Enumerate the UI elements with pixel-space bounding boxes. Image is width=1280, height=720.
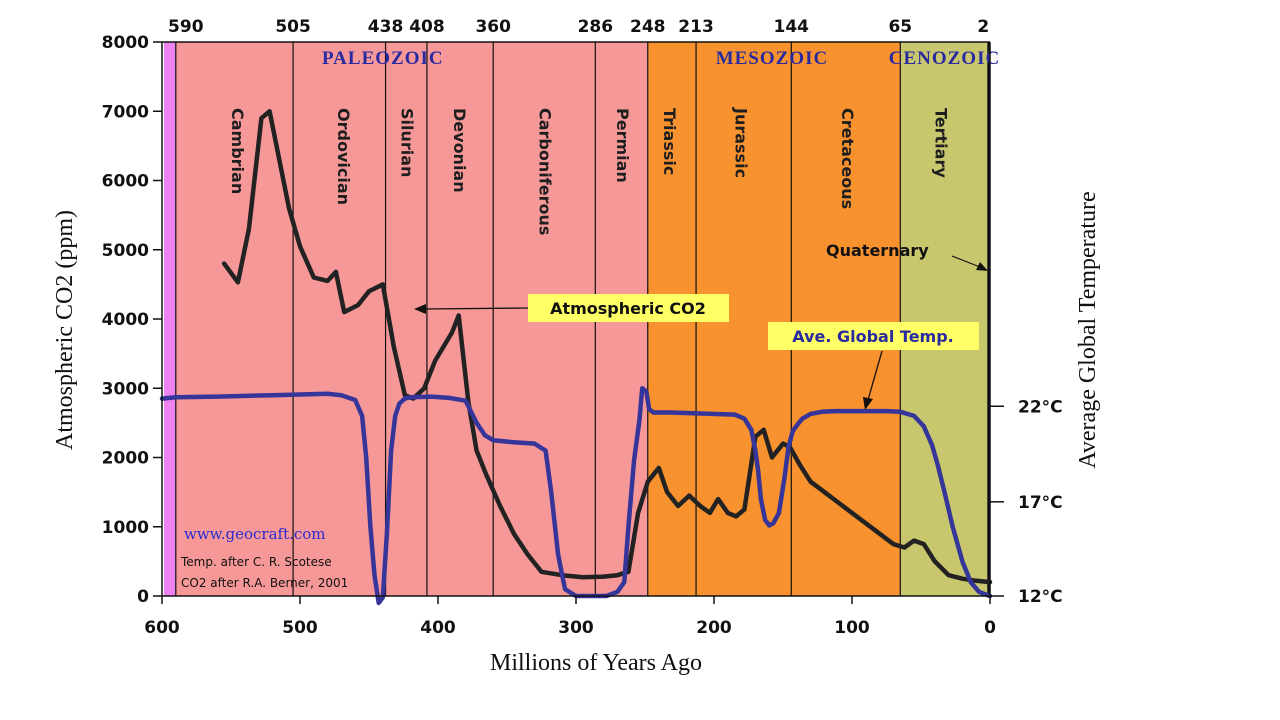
co2-label: Atmospheric CO2 bbox=[550, 299, 706, 318]
x-tick-label-100: 100 bbox=[834, 618, 870, 638]
boundary-label-408: 408 bbox=[409, 17, 445, 37]
y-tick-label-2000: 2000 bbox=[102, 449, 149, 469]
period-labels: Cambrian Ordovician Silurian Devonian Carbon… bbox=[228, 107, 951, 235]
boundary-label-360: 360 bbox=[475, 17, 511, 37]
boundary-label-505: 505 bbox=[275, 17, 311, 37]
y2-tick-label-12-c: 12°C bbox=[1018, 587, 1063, 607]
period-label-devonian: Devonian bbox=[450, 108, 469, 193]
site-credit: www.geocraft.com bbox=[184, 525, 326, 543]
era-label-paleozoic: PALEOZOIC bbox=[322, 48, 444, 69]
x-tick-label-300: 300 bbox=[558, 618, 594, 638]
y-tick-label-5000: 5000 bbox=[102, 241, 149, 261]
quaternary-label: Quaternary bbox=[826, 241, 929, 260]
temp-annotation: Ave. Global Temp. bbox=[768, 322, 979, 410]
co2-label-box bbox=[528, 294, 729, 322]
period-label-triassic: Triassic bbox=[660, 108, 679, 175]
x-axis-title: Millions of Years Ago bbox=[490, 650, 702, 676]
temp-credit: Temp. after C. R. Scotese bbox=[180, 555, 332, 569]
x-tick-label-400: 400 bbox=[420, 618, 456, 638]
boundary-label-438: 438 bbox=[368, 17, 404, 37]
period-label-jurassic: Jurassic bbox=[732, 107, 751, 178]
period-label-ordovician: Ordovician bbox=[334, 108, 353, 205]
quaternary-band bbox=[987, 42, 990, 596]
series-line-ave-global-temp bbox=[159, 386, 993, 606]
period-band-silurian bbox=[385, 42, 427, 596]
y-tick-label-6000: 6000 bbox=[102, 172, 149, 192]
era-label-cenozoic: CENOZOIC bbox=[889, 48, 1000, 69]
boundary-label-144: 144 bbox=[774, 17, 810, 37]
period-label-permian: Permian bbox=[613, 108, 632, 183]
x-tick-label-0: 0 bbox=[984, 618, 996, 638]
data-series bbox=[159, 109, 993, 606]
era-labels: PALEOZOIC MESOZOIC CENOZOIC bbox=[322, 48, 1000, 69]
y-tick-label-1000: 1000 bbox=[102, 518, 149, 538]
x-tick-label-600: 600 bbox=[144, 618, 180, 638]
y2-tick-label-17-c: 17°C bbox=[1018, 493, 1063, 513]
boundary-age-labels: 590 505 438 408 360 286 248 213 144 65 2 bbox=[168, 17, 989, 37]
y-tick-label-4000: 4000 bbox=[102, 310, 149, 330]
x-tick-label-500: 500 bbox=[282, 618, 318, 638]
y-tick-label-8000: 8000 bbox=[102, 33, 149, 53]
boundary-label-286: 286 bbox=[578, 17, 614, 37]
boundary-label-2: 2 bbox=[977, 17, 989, 37]
x-tick-label-200: 200 bbox=[696, 618, 732, 638]
y2-tick-label-22-c: 22°C bbox=[1018, 397, 1063, 417]
y-axis-title: Atmospheric CO2 (ppm) bbox=[52, 210, 78, 450]
credits: www.geocraft.com Temp. after C. R. Scote… bbox=[180, 525, 348, 590]
y-tick-label-3000: 3000 bbox=[102, 379, 149, 399]
era-label-mesozoic: MESOZOIC bbox=[716, 48, 829, 69]
period-label-cretaceous: Cretaceous bbox=[838, 108, 857, 209]
quaternary-annotation: Quaternary bbox=[826, 241, 988, 271]
temp-label: Ave. Global Temp. bbox=[792, 327, 954, 346]
co2-arrow-line bbox=[423, 307, 529, 310]
temp-arrow-line bbox=[867, 350, 883, 401]
period-label-tertiary: Tertiary bbox=[932, 108, 951, 178]
y-tick-label-0: 0 bbox=[137, 587, 149, 607]
quaternary-arrow-line bbox=[951, 255, 981, 268]
temp-arrow-head bbox=[863, 397, 873, 410]
period-label-silurian: Silurian bbox=[398, 108, 417, 177]
co2-annotation: Atmospheric CO2 bbox=[414, 294, 729, 322]
period-label-cambrian: Cambrian bbox=[228, 108, 247, 194]
quaternary-arrow-head bbox=[976, 262, 988, 271]
temp-label-box bbox=[768, 322, 979, 350]
co2-credit: CO2 after R.A. Berner, 2001 bbox=[181, 576, 348, 590]
period-band-cretaceous bbox=[791, 42, 901, 596]
boundary-label-213: 213 bbox=[678, 17, 714, 37]
boundary-label-65: 65 bbox=[888, 17, 912, 37]
y-tick-label-7000: 7000 bbox=[102, 102, 149, 122]
boundary-label-590: 590 bbox=[168, 17, 204, 37]
precambrian-band bbox=[164, 42, 176, 596]
period-band-tertiary bbox=[900, 42, 988, 596]
right-axis-title: Average Global Temperature bbox=[1075, 191, 1101, 468]
co2-arrow-head bbox=[414, 304, 426, 314]
period-label-carboniferous: Carboniferous bbox=[536, 108, 555, 235]
boundary-label-248: 248 bbox=[630, 17, 666, 37]
